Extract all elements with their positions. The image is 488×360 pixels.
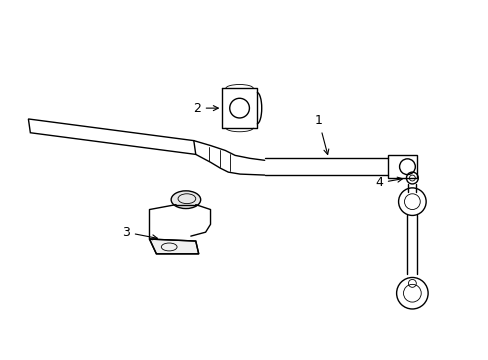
Ellipse shape [171,191,200,208]
Polygon shape [149,239,198,254]
Text: 4: 4 [374,176,402,189]
Text: 1: 1 [314,114,328,154]
Text: 2: 2 [192,102,218,114]
Text: 3: 3 [122,226,157,240]
